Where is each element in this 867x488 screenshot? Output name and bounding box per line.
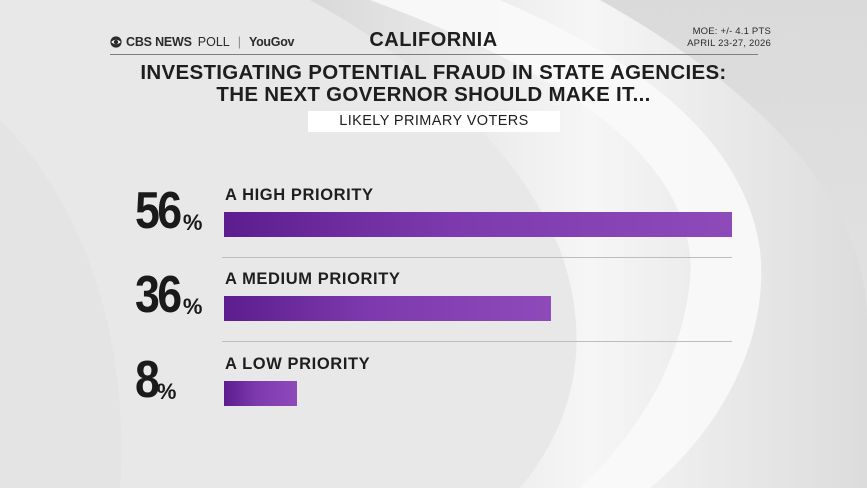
bar	[224, 381, 297, 406]
subgroup-label: LIKELY PRIMARY VOTERS	[308, 111, 560, 132]
cbs-eye-icon	[110, 36, 122, 48]
percentage-value: 8	[135, 351, 160, 409]
category-label: A LOW PRIORITY	[225, 355, 371, 373]
poll-brand: CBS NEWS POLL | YouGov	[110, 34, 294, 50]
question-line-1: INVESTIGATING POTENTIAL FRAUD IN STATE A…	[140, 61, 727, 84]
percentage-value: 56	[135, 182, 182, 240]
percentage-label: 36%	[135, 266, 220, 324]
brand-separator: |	[237, 35, 241, 49]
margin-of-error: MOE: +/- 4.1 PTS	[692, 26, 771, 37]
brand-suffix: POLL	[197, 35, 230, 49]
header-rule	[110, 54, 758, 55]
percentage-label: 56%	[135, 182, 220, 240]
percent-sign: %	[156, 379, 177, 404]
bar	[224, 296, 551, 321]
question-line-2: THE NEXT GOVERNOR SHOULD MAKE IT...	[216, 83, 651, 106]
partner-name: YouGov	[248, 35, 295, 49]
poll-dates: APRIL 23-27, 2026	[687, 38, 771, 49]
brand-name: CBS NEWS	[126, 35, 192, 49]
category-label: A MEDIUM PRIORITY	[225, 270, 401, 288]
poll-meta: MOE: +/- 4.1 PTS APRIL 23-27, 2026	[687, 26, 771, 50]
question-title: INVESTIGATING POTENTIAL FRAUD IN STATE A…	[60, 62, 807, 106]
row-separator	[222, 341, 732, 342]
percent-sign: %	[182, 294, 203, 319]
bar	[224, 212, 732, 237]
percentage-value: 36	[135, 266, 182, 324]
percent-sign: %	[182, 210, 203, 235]
percentage-label: 8%	[135, 351, 220, 409]
row-separator	[222, 257, 732, 258]
category-label: A HIGH PRIORITY	[225, 186, 374, 204]
state-title: CALIFORNIA	[369, 29, 498, 51]
